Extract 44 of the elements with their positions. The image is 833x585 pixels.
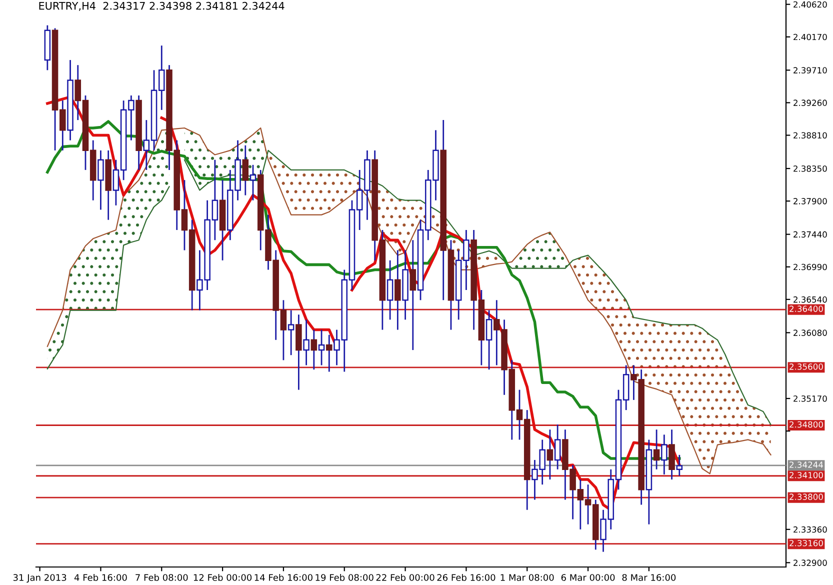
x-tick-label: 1 Mar 08:00 xyxy=(500,574,554,581)
x-tick-label: 26 Feb 16:00 xyxy=(437,574,496,581)
y-tick-label: 2.38350 xyxy=(794,165,827,172)
x-tick-label: 19 Feb 08:00 xyxy=(316,574,374,581)
candlestick xyxy=(486,310,492,370)
x-tick-label: 8 Mar 16:00 xyxy=(622,574,676,581)
y-tick-label: 2.38810 xyxy=(794,132,827,139)
ref-line-label: 2.34100 xyxy=(790,472,823,478)
y-tick-label: 2.32900 xyxy=(794,560,827,566)
y-tick-label: 2.33360 xyxy=(794,526,827,533)
y-tick-label: 2.35170 xyxy=(794,395,827,402)
y-tick-label: 2.39260 xyxy=(794,100,827,106)
candlestick xyxy=(554,424,561,470)
chart-title: EURTRY,H4 2.34317 2.34398 2.34181 2.34244 xyxy=(39,2,284,11)
ref-line-label: 2.36400 xyxy=(790,306,823,312)
candlestick xyxy=(250,164,256,202)
line-series xyxy=(46,127,772,474)
candlestick xyxy=(386,260,394,320)
x-tick-label: 4 Feb 16:00 xyxy=(74,574,127,581)
candlestick xyxy=(661,434,668,476)
y-tick-label: 2.36990 xyxy=(794,264,827,270)
ref-line-label: 2.33800 xyxy=(790,494,823,500)
ref-line-label: 2.33160 xyxy=(790,540,823,546)
x-tick-label: 12 Feb 00:00 xyxy=(194,574,252,581)
x-tick-label: 14 Feb 16:00 xyxy=(254,574,312,581)
candlestick xyxy=(318,329,325,366)
candlestick xyxy=(303,318,310,366)
ref-line-label: 2.35600 xyxy=(790,364,823,370)
y-tick-label: 2.36540 xyxy=(794,296,827,303)
x-tick-label: 31 Jan 2013 xyxy=(13,574,66,583)
y-tick-label: 2.36080 xyxy=(794,330,827,336)
y-tick-label: 2.39710 xyxy=(794,67,827,74)
candlestick xyxy=(676,454,683,477)
y-tick-label: 2.37440 xyxy=(794,231,827,238)
x-tick-label: 7 Feb 08:00 xyxy=(136,574,188,581)
candlestick xyxy=(288,310,294,356)
x-tick-label: 22 Feb 00:00 xyxy=(376,574,434,581)
ref-line-label: 2.34244 xyxy=(790,462,823,468)
x-tick-label: 6 Mar 00:00 xyxy=(561,574,615,581)
y-tick-label: 2.40170 xyxy=(794,34,827,40)
y-tick-label: 2.37900 xyxy=(794,198,827,204)
candlestick xyxy=(98,150,104,210)
ref-line-label: 2.34800 xyxy=(790,421,823,428)
y-tick-label: 2.40620 xyxy=(794,1,827,8)
